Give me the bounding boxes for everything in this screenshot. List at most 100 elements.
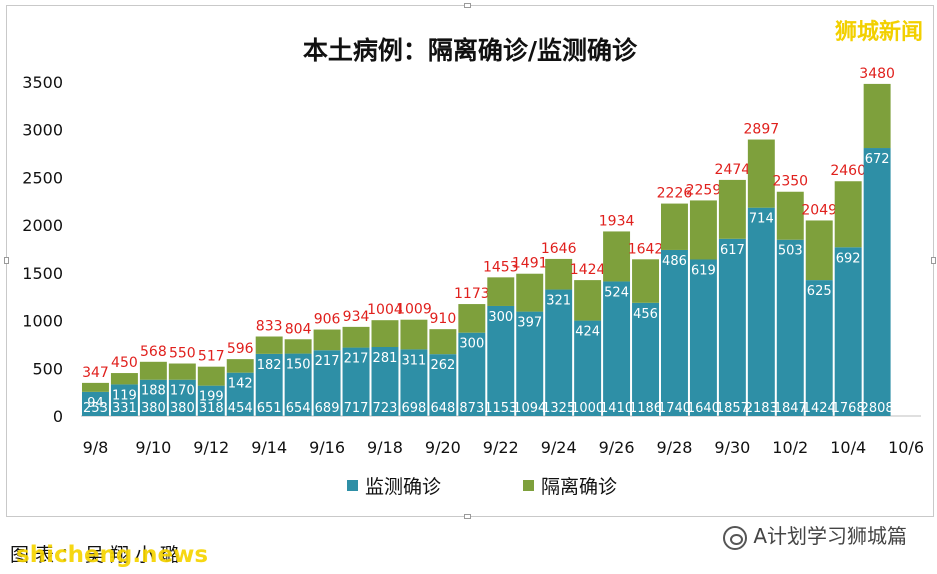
footer-watermark-right: A计划学习狮城篇 [723, 520, 907, 550]
bar-surveillance [313, 350, 341, 416]
data-label-total: 910 [430, 311, 457, 327]
chart-frame: 本土病例：隔离确诊/监测确诊 0 500 1000 1500 2000 2500 3000 35… [4, 3, 936, 519]
x-tick-label: 9/16 [309, 438, 345, 457]
x-tick-label: 10/4 [830, 438, 866, 457]
x-tick-label: 9/18 [367, 438, 403, 457]
x-tick-label: 9/28 [657, 438, 693, 457]
data-label-surveillance: 1740 [658, 401, 691, 416]
bar-surveillance [545, 289, 573, 416]
bar-surveillance [168, 379, 196, 416]
x-tick-label: 9/20 [425, 438, 461, 457]
bar-quarantine [371, 320, 399, 348]
x-tick-label: 9/30 [714, 438, 750, 457]
resize-handle-bottom[interactable] [464, 514, 471, 519]
bar-surveillance [487, 305, 515, 416]
data-label-quarantine: 619 [691, 263, 716, 278]
bar-quarantine [82, 382, 109, 392]
data-label-quarantine: 321 [546, 294, 571, 309]
legend-label: 监测确诊 [365, 476, 441, 498]
data-label-quarantine: 199 [199, 390, 224, 405]
data-label-quarantine: 625 [807, 284, 832, 299]
brand-watermark: 狮城新闻 [834, 20, 923, 45]
source-caption: 图表：吴翔小璐 [10, 544, 186, 566]
data-label-surveillance: 723 [373, 401, 398, 416]
x-tick-label: 9/10 [135, 438, 171, 457]
data-label-surveillance: 1153 [484, 401, 517, 416]
bar-quarantine [226, 359, 254, 373]
data-label-quarantine: 486 [662, 254, 687, 269]
y-tick-label: 2500 [22, 168, 63, 187]
data-label-total: 934 [343, 309, 370, 325]
data-label-quarantine: 300 [488, 310, 513, 325]
data-label-quarantine: 300 [459, 337, 484, 352]
bar-surveillance [371, 347, 399, 416]
x-tick-label: 9/12 [193, 438, 229, 457]
data-label-total: 1646 [541, 241, 577, 257]
data-label-quarantine: 142 [228, 377, 253, 392]
resize-handle-left[interactable] [4, 257, 9, 264]
data-label-total: 2350 [772, 174, 808, 190]
bar-quarantine [516, 273, 544, 312]
data-label-surveillance: 1857 [716, 401, 749, 416]
data-label-surveillance: 1424 [803, 401, 836, 416]
data-label-surveillance: 2808 [861, 401, 894, 416]
legend-label: 隔离确诊 [541, 476, 617, 498]
data-label-total: 1424 [570, 262, 606, 278]
bar-quarantine [747, 139, 775, 208]
data-label-quarantine: 397 [517, 316, 542, 331]
footer-watermark-right-text: A计划学习狮城篇 [753, 524, 907, 548]
bar-surveillance [284, 353, 312, 416]
data-label-surveillance: 1410 [600, 401, 633, 416]
bar-quarantine [834, 181, 862, 248]
data-label-surveillance: 648 [430, 401, 455, 416]
bar-surveillance [429, 354, 457, 416]
bar-surveillance [82, 391, 109, 416]
bar-surveillance [603, 281, 631, 416]
resize-handle-right[interactable] [931, 257, 936, 264]
bar-surveillance [661, 249, 688, 416]
data-label-surveillance: 380 [141, 401, 166, 416]
bar-quarantine [110, 373, 138, 385]
y-tick-label: 500 [32, 359, 63, 378]
data-label-quarantine: 170 [170, 384, 195, 399]
data-label-total: 2259 [686, 182, 722, 198]
resize-handle-top[interactable] [464, 3, 471, 8]
data-label-total: 550 [169, 346, 196, 362]
data-label-surveillance: 689 [315, 401, 340, 416]
bar-quarantine [313, 329, 341, 351]
data-label-total: 568 [140, 344, 167, 360]
data-label-quarantine: 188 [141, 384, 166, 399]
data-label-quarantine: 714 [749, 212, 774, 227]
data-label-quarantine: 217 [344, 352, 369, 367]
footer: 图表：吴翔小璐 shicheng.news A计划学习狮城篇 [0, 520, 937, 574]
wechat-icon [723, 525, 748, 550]
bar-quarantine [718, 179, 746, 239]
data-label-surveillance: 651 [257, 401, 282, 416]
data-label-total: 1642 [628, 241, 664, 257]
bar-quarantine [689, 200, 717, 260]
bar-quarantine [776, 191, 804, 240]
bar-quarantine [400, 319, 428, 350]
bar-quarantine [863, 83, 891, 149]
data-label-quarantine: 524 [604, 285, 629, 300]
data-label-quarantine: 456 [633, 307, 658, 322]
bar-quarantine [458, 304, 486, 333]
bar-surveillance [400, 349, 428, 416]
footer-watermark-left: shicheng.news [16, 542, 209, 568]
data-label-surveillance: 1847 [774, 401, 807, 416]
data-label-quarantine: 311 [402, 353, 427, 368]
data-label-total: 2897 [744, 122, 780, 138]
bar-surveillance [747, 207, 775, 416]
data-label-quarantine: 692 [836, 251, 861, 266]
data-label-quarantine: 119 [112, 388, 137, 403]
bar-surveillance [226, 372, 254, 416]
data-label-total: 1004 [367, 302, 403, 318]
bar-quarantine [661, 203, 688, 250]
bar-surveillance [689, 259, 717, 416]
bar-quarantine [545, 258, 573, 290]
data-label-surveillance: 454 [228, 401, 253, 416]
bar-quarantine [139, 361, 167, 380]
y-tick-label: 0 [53, 407, 63, 426]
data-label-total: 517 [198, 349, 225, 365]
data-label-total: 2460 [830, 163, 866, 179]
